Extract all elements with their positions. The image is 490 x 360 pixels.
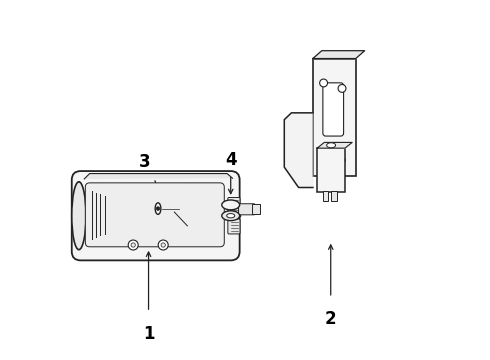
FancyBboxPatch shape [72, 171, 240, 260]
Circle shape [156, 207, 160, 210]
Circle shape [158, 240, 168, 250]
Polygon shape [313, 51, 365, 59]
Polygon shape [84, 174, 232, 179]
FancyBboxPatch shape [228, 219, 240, 234]
Text: 2: 2 [325, 310, 337, 328]
Circle shape [131, 243, 135, 247]
Ellipse shape [72, 182, 86, 249]
FancyBboxPatch shape [322, 190, 328, 201]
FancyBboxPatch shape [331, 190, 337, 201]
Text: 1: 1 [143, 325, 154, 343]
Circle shape [161, 243, 165, 247]
Ellipse shape [338, 85, 346, 92]
FancyBboxPatch shape [239, 204, 255, 215]
Polygon shape [317, 143, 352, 148]
FancyBboxPatch shape [323, 83, 343, 136]
Polygon shape [284, 113, 313, 188]
Ellipse shape [222, 211, 240, 221]
Text: 4: 4 [225, 151, 237, 169]
FancyBboxPatch shape [317, 148, 345, 192]
Ellipse shape [339, 157, 345, 163]
Ellipse shape [319, 79, 327, 87]
FancyBboxPatch shape [313, 59, 356, 176]
FancyBboxPatch shape [228, 198, 240, 212]
Ellipse shape [155, 203, 161, 214]
FancyBboxPatch shape [154, 200, 182, 217]
Ellipse shape [222, 200, 240, 210]
FancyBboxPatch shape [85, 183, 224, 247]
Circle shape [128, 240, 138, 250]
Ellipse shape [327, 143, 336, 148]
FancyBboxPatch shape [252, 204, 260, 214]
Ellipse shape [227, 213, 235, 218]
Text: 3: 3 [139, 153, 151, 171]
